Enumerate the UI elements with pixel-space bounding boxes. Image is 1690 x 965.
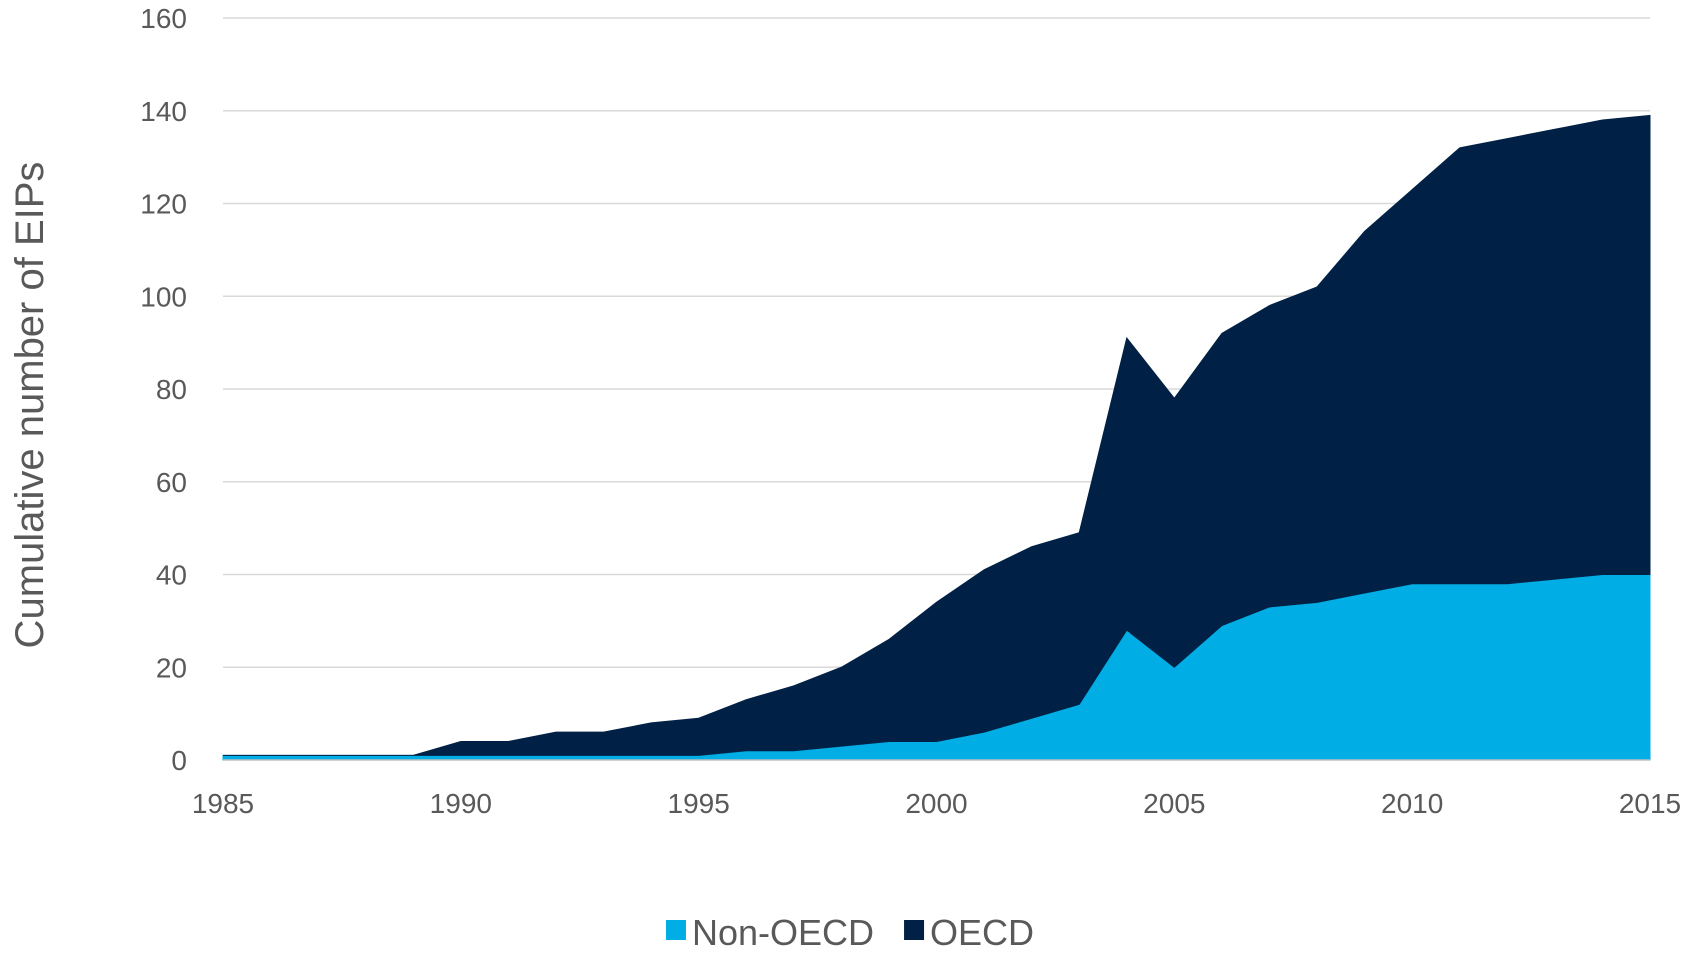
x-tick-label: 2015: [1619, 788, 1681, 819]
y-tick-label: 60: [156, 467, 187, 498]
x-tick-label: 2010: [1381, 788, 1443, 819]
y-tick-label: 40: [156, 560, 187, 591]
plot-areas: [222, 114, 1651, 761]
legend-label-non-oecd: Non-OECD: [692, 912, 874, 953]
x-tick-label: 1990: [430, 788, 492, 819]
gridlines: [223, 17, 1650, 668]
y-tick-label: 100: [140, 281, 187, 312]
y-axis-title: Cumulative number of EIPs: [8, 162, 52, 649]
y-tick-label: 0: [171, 745, 187, 776]
legend-swatch-non-oecd: [666, 920, 686, 940]
y-tick-label: 80: [156, 374, 187, 405]
y-tick-label: 140: [140, 96, 187, 127]
x-axis-ticks: 1985 1990 1995 2000 2005 2010 2015: [192, 788, 1681, 819]
legend-swatch-oecd: [904, 920, 925, 940]
y-tick-label: 20: [156, 652, 187, 683]
legend-label-oecd: OECD: [930, 912, 1034, 953]
x-tick-label: 1985: [192, 788, 254, 819]
x-tick-label: 2000: [905, 788, 967, 819]
y-tick-label: 120: [140, 189, 187, 220]
y-axis-ticks: 0 20 40 60 80 100 120 140 160: [140, 3, 187, 776]
x-tick-label: 1995: [668, 788, 730, 819]
area-oecd: [223, 114, 1651, 756]
x-tick-label: 2005: [1143, 788, 1205, 819]
y-tick-label: 160: [140, 3, 187, 34]
legend: Non-OECD OECD: [666, 912, 1034, 953]
